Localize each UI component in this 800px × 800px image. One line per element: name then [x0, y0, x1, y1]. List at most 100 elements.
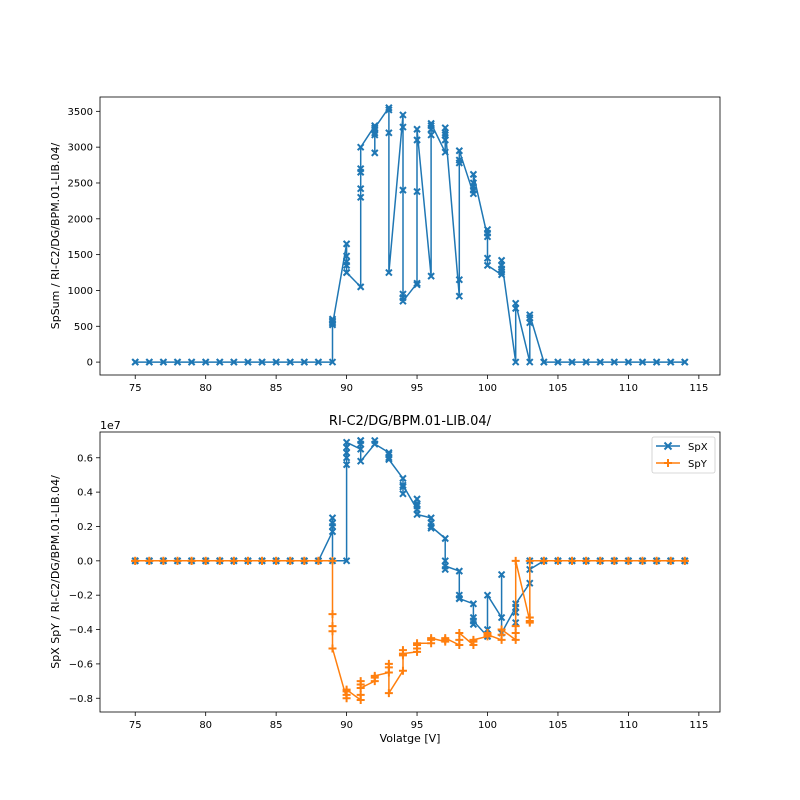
data-point-spsum	[483, 261, 492, 270]
data-point-spy	[159, 556, 168, 565]
data-point-spsum	[540, 358, 548, 366]
data-point-spx	[455, 594, 464, 603]
y-tick-label: −0.8	[69, 694, 93, 705]
data-point-spy	[398, 666, 407, 675]
data-point-spx	[371, 440, 379, 448]
data-point-spsum	[427, 121, 435, 130]
data-point-spsum	[413, 187, 421, 196]
data-point-spsum	[272, 358, 280, 366]
data-point-spsum	[201, 358, 210, 366]
data-point-spy	[201, 556, 210, 565]
data-point-spy	[328, 644, 337, 653]
data-point-spsum	[314, 358, 323, 366]
top-plot-marks	[131, 104, 689, 366]
y-tick-label: −0.4	[69, 625, 93, 636]
bottom-chart-title: RI-C2/DG/BPM.01-LIB.04/	[329, 414, 492, 429]
y-tick-label: 0.2	[77, 522, 93, 533]
data-point-spy	[553, 556, 562, 565]
data-point-spx	[356, 436, 365, 445]
data-point-spsum	[483, 254, 492, 262]
data-point-spsum	[413, 281, 421, 289]
data-point-spsum	[258, 358, 266, 366]
data-point-spsum	[145, 358, 154, 366]
data-point-spy	[525, 556, 534, 565]
data-point-spsum	[356, 283, 365, 291]
data-point-spx	[427, 522, 435, 531]
x-tick-label: 95	[411, 383, 424, 394]
data-point-spy	[370, 671, 379, 680]
x-tick-label: 110	[619, 383, 638, 394]
data-point-spy	[413, 639, 422, 648]
y-tick-label: 2000	[68, 214, 93, 225]
data-point-spy	[328, 627, 337, 636]
y-tick-label: −0.2	[69, 591, 93, 602]
data-point-spy	[666, 556, 675, 565]
data-point-spsum	[413, 125, 421, 133]
data-point-spsum	[328, 358, 337, 366]
data-point-spsum	[469, 170, 478, 179]
data-point-spy	[511, 628, 520, 637]
y-tick-label: 2500	[68, 178, 93, 189]
y-tick-label: 3000	[68, 143, 93, 154]
data-point-spx	[497, 570, 506, 579]
data-point-spx	[441, 534, 449, 543]
data-point-spsum	[652, 358, 661, 366]
bottom-x-axis-label: Volatge [V]	[380, 732, 441, 745]
legend-spy-label: SpY	[688, 459, 708, 470]
data-point-spy	[187, 556, 196, 565]
x-tick-label: 115	[689, 720, 708, 731]
data-point-spy	[173, 556, 182, 565]
data-point-spsum	[385, 104, 393, 112]
data-point-spy	[384, 659, 393, 668]
bottom-y-axis-label: SpX SpY / RI-C2/DG/BPM.01-LIB.04/	[49, 475, 62, 669]
data-point-spsum	[511, 358, 520, 366]
data-point-spsum	[342, 268, 351, 277]
y-tick-label: 3500	[68, 107, 93, 118]
data-point-spy	[356, 677, 365, 686]
data-point-spsum	[610, 358, 619, 366]
y-tick-label: 0.4	[77, 488, 93, 499]
data-point-spsum	[371, 149, 379, 157]
data-point-spx	[399, 474, 407, 483]
data-point-spsum	[356, 193, 365, 202]
data-point-spy	[568, 556, 577, 565]
data-point-spy	[356, 683, 365, 692]
data-point-spsum	[187, 358, 196, 366]
data-point-spy	[539, 556, 548, 565]
y-tick-label: 0.0	[77, 556, 93, 567]
x-tick-label: 95	[411, 720, 424, 731]
top-axes-frame	[99, 96, 721, 376]
data-point-spy	[328, 556, 337, 565]
x-tick-label: 85	[270, 720, 283, 731]
y-tick-label: 0.6	[77, 453, 93, 464]
x-tick-label: 100	[478, 383, 497, 394]
data-point-spsum	[596, 358, 604, 366]
bottom-axes-frame	[99, 431, 721, 713]
data-point-spsum	[526, 311, 534, 319]
data-point-spx	[356, 457, 365, 465]
data-point-spsum	[371, 124, 379, 132]
data-point-spsum	[469, 179, 478, 187]
data-point-spsum	[356, 143, 365, 151]
y-tick-label: 1000	[68, 286, 93, 297]
data-point-spx	[497, 613, 506, 622]
data-point-spy	[328, 610, 337, 619]
bottom-subplot: 75 80 85 90 95 100 105 110 115 −0.8 −0.6 −0.4 −0.2 0…	[49, 414, 721, 745]
legend: SpX SpY	[651, 436, 716, 474]
data-point-spx	[413, 510, 421, 519]
bottom-scale-note: 1e7	[100, 419, 121, 432]
data-point-spsum	[441, 131, 449, 139]
y-tick-label: −0.6	[69, 659, 93, 670]
x-tick-label: 75	[129, 720, 142, 731]
data-point-spy	[384, 689, 393, 698]
data-point-spsum	[554, 358, 562, 366]
data-point-spy	[511, 556, 520, 565]
data-point-spy	[652, 556, 661, 565]
data-point-spx	[399, 483, 407, 491]
data-point-spy	[582, 556, 591, 565]
data-point-spsum	[328, 321, 337, 329]
data-point-spx	[342, 460, 351, 469]
data-point-spsum	[455, 292, 464, 300]
data-point-spsum	[342, 240, 351, 248]
data-point-spy	[680, 556, 689, 565]
